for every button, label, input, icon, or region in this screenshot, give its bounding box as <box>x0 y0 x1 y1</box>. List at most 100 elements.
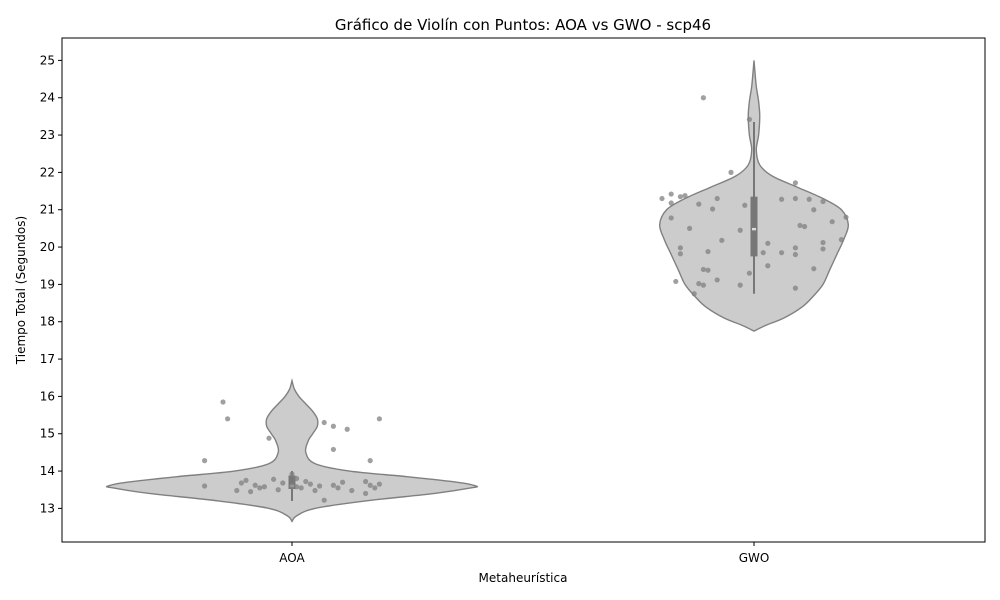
point-gwo <box>811 266 817 272</box>
point-aoa <box>220 399 226 405</box>
point-gwo <box>659 195 665 202</box>
point-gwo <box>838 237 845 243</box>
y-axis: 13 14 15 16 17 18 19 20 21 22 23 24 25 <box>40 53 62 515</box>
point-aoa <box>312 487 318 494</box>
point-aoa <box>335 485 341 491</box>
point-gwo <box>779 196 785 202</box>
point-aoa <box>303 478 309 485</box>
y-axis-label: Tiempo Total (Segundos) <box>14 216 28 365</box>
point-gwo <box>792 180 799 186</box>
point-aoa <box>340 479 346 485</box>
y-tick-label: 15 <box>40 427 55 441</box>
y-tick-label: 20 <box>40 240 55 254</box>
point-aoa <box>372 485 378 491</box>
point-aoa <box>330 482 336 488</box>
point-gwo <box>705 248 711 255</box>
point-aoa <box>275 487 281 493</box>
point-gwo <box>843 214 849 220</box>
point-gwo <box>668 215 674 221</box>
point-gwo <box>728 169 734 175</box>
point-gwo <box>677 194 684 200</box>
point-gwo <box>820 198 826 205</box>
point-aoa <box>252 482 258 488</box>
point-aoa <box>243 477 249 483</box>
point-gwo <box>710 206 716 212</box>
x-tick-label-gwo: GWO <box>739 551 770 565</box>
point-gwo <box>696 281 702 287</box>
point-aoa <box>202 458 208 464</box>
point-gwo <box>820 239 826 246</box>
point-aoa <box>317 483 323 489</box>
point-gwo <box>742 202 748 208</box>
point-aoa <box>298 485 304 491</box>
point-aoa <box>289 483 295 489</box>
point-aoa <box>225 416 231 422</box>
point-gwo <box>719 237 725 243</box>
point-aoa <box>363 478 369 485</box>
point-aoa <box>321 419 327 426</box>
box-gwo <box>750 196 758 257</box>
point-gwo <box>792 245 799 251</box>
point-gwo <box>714 277 720 283</box>
point-gwo <box>668 191 674 197</box>
point-gwo <box>792 285 799 291</box>
point-gwo <box>673 278 679 285</box>
median-gwo <box>752 227 756 231</box>
point-gwo <box>737 227 743 233</box>
point-aoa <box>321 497 327 503</box>
point-gwo <box>792 251 799 258</box>
violin-aoa <box>105 378 479 523</box>
x-axis-label: Metaheurística <box>479 571 568 585</box>
point-gwo <box>700 95 707 101</box>
point-gwo <box>677 251 684 257</box>
point-aoa <box>234 487 240 494</box>
point-gwo <box>705 267 711 273</box>
point-gwo <box>677 245 684 251</box>
point-aoa <box>248 489 254 495</box>
point-aoa <box>280 480 286 486</box>
y-tick-label: 17 <box>40 352 55 366</box>
point-aoa <box>344 426 350 432</box>
point-aoa <box>349 487 355 494</box>
point-aoa <box>330 423 336 429</box>
point-gwo <box>668 200 674 206</box>
point-aoa <box>202 483 208 489</box>
plot-area <box>105 60 850 523</box>
point-gwo <box>820 246 826 252</box>
point-aoa <box>261 484 267 490</box>
point-gwo <box>714 195 720 202</box>
point-aoa <box>330 446 336 453</box>
point-gwo <box>802 223 808 230</box>
point-aoa <box>289 471 295 477</box>
point-gwo <box>829 219 835 225</box>
point-gwo <box>760 250 766 256</box>
y-tick-label: 25 <box>40 53 55 67</box>
y-tick-label: 23 <box>40 128 55 142</box>
x-tick-label-aoa: AOA <box>279 551 305 565</box>
point-gwo <box>811 207 817 213</box>
point-gwo <box>746 270 753 276</box>
y-tick-label: 24 <box>40 91 55 105</box>
point-gwo <box>797 222 803 229</box>
plot-frame <box>61 37 986 543</box>
point-gwo <box>737 282 743 288</box>
point-aoa <box>307 481 313 487</box>
chart-title: Gráfico de Violín con Puntos: AOA vs GWO… <box>335 16 711 34</box>
point-aoa <box>363 490 369 497</box>
point-aoa <box>266 435 272 441</box>
point-gwo <box>792 195 799 202</box>
point-aoa <box>238 480 244 486</box>
point-gwo <box>765 240 771 246</box>
point-gwo <box>700 282 707 288</box>
y-tick-label: 14 <box>40 464 55 478</box>
point-gwo <box>765 263 771 269</box>
point-aoa <box>367 458 373 464</box>
box-aoa <box>288 475 296 489</box>
y-tick-label: 21 <box>40 203 55 217</box>
x-axis: AOA GWO <box>279 542 769 565</box>
y-tick-label: 13 <box>40 501 55 515</box>
point-aoa <box>271 476 277 482</box>
point-gwo <box>779 250 785 256</box>
point-gwo <box>691 291 697 297</box>
